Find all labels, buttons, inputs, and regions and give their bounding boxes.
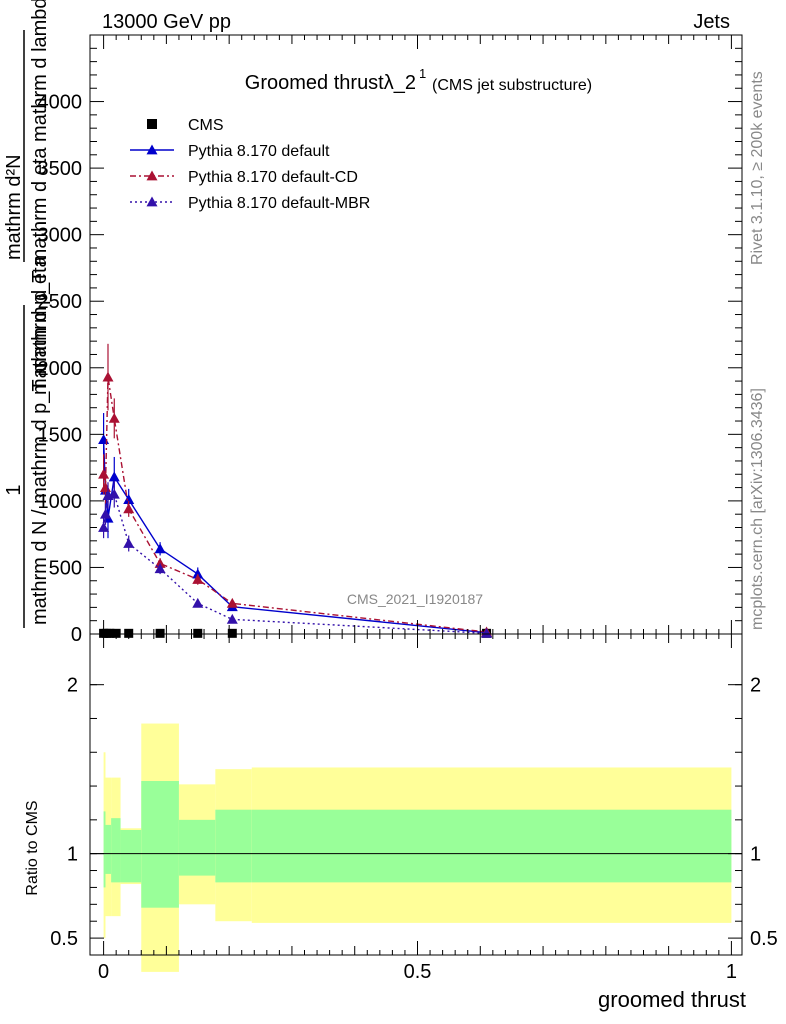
legend-marker-cms <box>147 119 157 129</box>
upper-y-tick-label: 3000 <box>38 225 83 247</box>
series-1-point <box>98 434 110 445</box>
x-axis-label: groomed thrust <box>598 987 746 1012</box>
ylabel-denominator-1: mathrm d N / mathrm d p_T mathrm d eta <box>29 255 51 625</box>
series-3-point <box>99 508 111 519</box>
series-3-line <box>102 493 487 635</box>
series-2-point <box>102 371 114 382</box>
ratio-band-inner-2 <box>111 818 121 883</box>
axes: 0 500 1000 1500 2000 2500 3000 3500 4000 0 0.5 1 0.5… <box>38 34 778 983</box>
series-3-point <box>226 613 238 624</box>
ratio-band-inner-3 <box>120 829 142 883</box>
series-3-point <box>192 597 204 608</box>
header-left: 13000 GeV pp <box>102 11 231 33</box>
side-label-bottom: mcplots.cern.ch [arXiv:1306.3436] <box>749 388 766 630</box>
plot-title: Groomed thrustλ_2 <box>245 72 416 94</box>
series-3-point <box>123 537 135 548</box>
watermark: CMS_2021_I1920187 <box>347 591 483 607</box>
upper-y-tick-label: 1000 <box>38 491 83 513</box>
x-tick-label: 0.5 <box>404 961 432 983</box>
legend-label-1: Pythia 8.170 default <box>188 143 330 160</box>
legend-marker-1 <box>146 144 158 155</box>
ratio-band-inner-7 <box>251 809 732 883</box>
legend-marker-3 <box>146 196 158 207</box>
ratio-y-tick-label: 2 <box>67 675 78 697</box>
upper-y-tick-label: 1500 <box>38 424 83 446</box>
data-series <box>98 343 493 638</box>
side-label-top: Rivet 3.1.10, ≥ 200k events <box>749 71 766 265</box>
ylabel-denominator-2: mathrm d p_T mathrm d eta mathrm d lambd… <box>29 0 51 395</box>
upper-y-tick-label: 2500 <box>38 291 83 313</box>
upper-y-tick-label: 3500 <box>38 158 83 180</box>
series-0-point <box>227 628 237 638</box>
ylabel-numerator-2: mathrm d²N <box>3 154 25 260</box>
x-tick-label: 1 <box>726 961 737 983</box>
series-2-point <box>123 503 135 514</box>
x-tick-label: 0 <box>98 961 109 983</box>
series-0-point <box>193 628 203 638</box>
series-0-point <box>155 628 165 638</box>
series-2-point <box>226 597 238 608</box>
ratio-y-tick-label-right: 1 <box>750 844 761 866</box>
series-3-point <box>108 488 120 499</box>
upper-y-tick-label: 500 <box>49 557 82 579</box>
ratio-band-inner-6 <box>215 809 252 883</box>
legend: CMS Pythia 8.170 default Pythia 8.170 defa… <box>130 117 370 212</box>
legend-label-0: CMS <box>188 117 224 134</box>
series-2-point <box>98 468 110 479</box>
ratio-y-tick-label: 1 <box>67 844 78 866</box>
upper-y-tick-label: 2000 <box>38 358 83 380</box>
series-1-point <box>192 568 204 579</box>
series-3-point <box>98 522 110 532</box>
ratio-band-inner-5 <box>178 819 216 876</box>
ylabel-numerator-1: 1 <box>3 484 25 495</box>
legend-label-3: Pythia 8.170 default-MBR <box>188 195 370 212</box>
lower-y-axis-label: Ratio to CMS <box>24 800 41 895</box>
header-right: Jets <box>693 11 730 33</box>
series-1-point <box>154 543 166 554</box>
ratio-y-tick-label-right: 0.5 <box>750 928 778 950</box>
plot-title-small: (CMS jet substructure) <box>432 77 592 94</box>
series-1-point <box>108 471 120 482</box>
ratio-y-tick-label-right: 2 <box>750 675 761 697</box>
upper-y-tick-label: 0 <box>71 624 82 646</box>
upper-y-tick-label: 4000 <box>38 92 83 114</box>
series-1-point <box>123 494 135 504</box>
legend-label-2: Pythia 8.170 default-CD <box>188 169 358 186</box>
series-2-point <box>192 573 204 584</box>
ratio-band-inner-0 <box>103 811 106 888</box>
legend-marker-2 <box>146 170 158 181</box>
series-3-point <box>481 627 493 638</box>
ratio-y-tick-label: 0.5 <box>50 928 78 950</box>
series-2-point <box>99 482 111 492</box>
series-3-point <box>154 563 166 574</box>
ratio-band-inner-1 <box>105 824 112 874</box>
series-0-point <box>105 628 115 638</box>
series-2-point <box>108 412 120 423</box>
ratio-plot-frame <box>89 633 743 956</box>
ratio-bands <box>90 723 742 972</box>
series-2-point <box>154 557 166 568</box>
ratio-band-inner-4 <box>141 780 179 908</box>
plot-title-superscript: 1 <box>419 66 426 81</box>
